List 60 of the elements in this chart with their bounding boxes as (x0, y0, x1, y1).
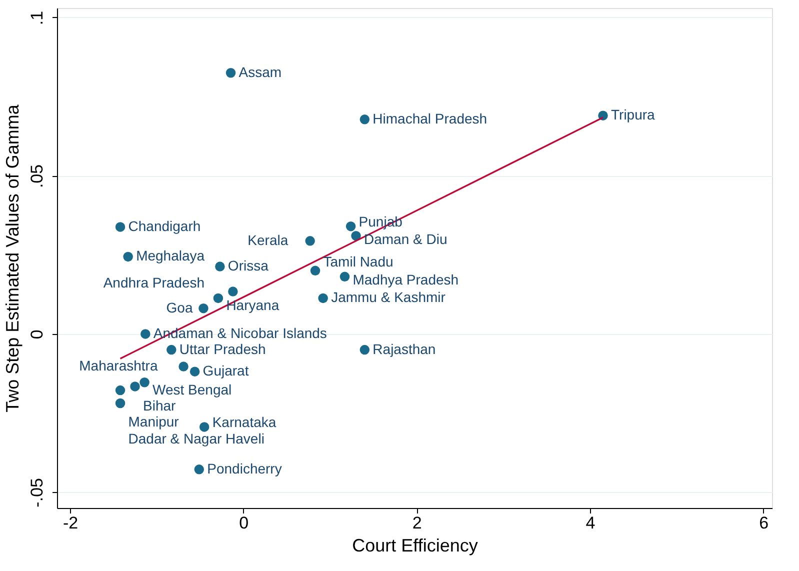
annotation: Rajasthan (372, 340, 436, 357)
point (305, 236, 315, 246)
point (226, 68, 236, 78)
annotation: Haryana (226, 297, 280, 314)
annotation: Uttar Pradesh (179, 340, 266, 357)
point (194, 464, 204, 474)
point (140, 329, 150, 339)
annotation: Orissa (228, 258, 269, 274)
x-tick-label: 0 (239, 514, 249, 532)
annotation: Dadar & Nagar Haveli (128, 430, 264, 446)
point (123, 252, 133, 262)
annotation: Gujarat (202, 362, 249, 379)
annotation: Bihar (143, 397, 176, 414)
annotation: Chandigarh (128, 218, 201, 234)
annotation: Maharashtra (79, 358, 158, 374)
point (351, 230, 361, 241)
point (360, 344, 370, 355)
point (228, 286, 238, 296)
annotation: Jammu & Kashmir (331, 289, 446, 306)
annotation: Andhra Pradesh (103, 274, 205, 291)
annotation: West Bengal (152, 381, 232, 398)
y-tick-label: 0 (28, 330, 46, 340)
point (130, 382, 140, 392)
point (190, 366, 200, 376)
y-axis-title: Two Step Estimated Values of Gamma (2, 104, 22, 412)
point (140, 378, 150, 388)
annotation: Meghalaya (136, 248, 205, 264)
x-tick-label: 4 (586, 514, 596, 532)
y-tick-label: -.05 (28, 478, 46, 508)
point (213, 293, 224, 304)
y-tick-label: .1 (28, 10, 46, 26)
point (115, 222, 126, 232)
annotation: Kerala (248, 232, 288, 248)
annotation: Karnataka (212, 414, 276, 430)
annotation: Madhya Pradesh (352, 272, 459, 288)
point (166, 344, 176, 355)
point (340, 272, 350, 282)
annotation: Manipur (128, 413, 180, 430)
x-tick-label: 2 (412, 514, 422, 532)
point (360, 114, 370, 124)
point (198, 303, 208, 314)
x-tick-label: -2 (62, 514, 78, 532)
point (310, 266, 320, 276)
point (199, 422, 210, 432)
y-tick-label: .05 (28, 164, 46, 188)
point (346, 221, 356, 232)
annotation: Tamil Nadu (323, 254, 394, 270)
x-axis-title: Court Efficiency (352, 536, 478, 556)
annotation: Himachal Pradesh (372, 110, 488, 126)
point (178, 362, 188, 372)
annotation: Daman & Diu (364, 230, 448, 247)
x-tick-label: 6 (759, 514, 769, 532)
point (115, 385, 126, 396)
annotation: Assam (238, 64, 282, 80)
annotation: Tripura (611, 106, 656, 123)
point (115, 398, 126, 408)
annotation: Goa (166, 299, 193, 316)
point (318, 293, 328, 304)
point (215, 262, 225, 272)
annotation: Pondicherry (207, 460, 282, 476)
